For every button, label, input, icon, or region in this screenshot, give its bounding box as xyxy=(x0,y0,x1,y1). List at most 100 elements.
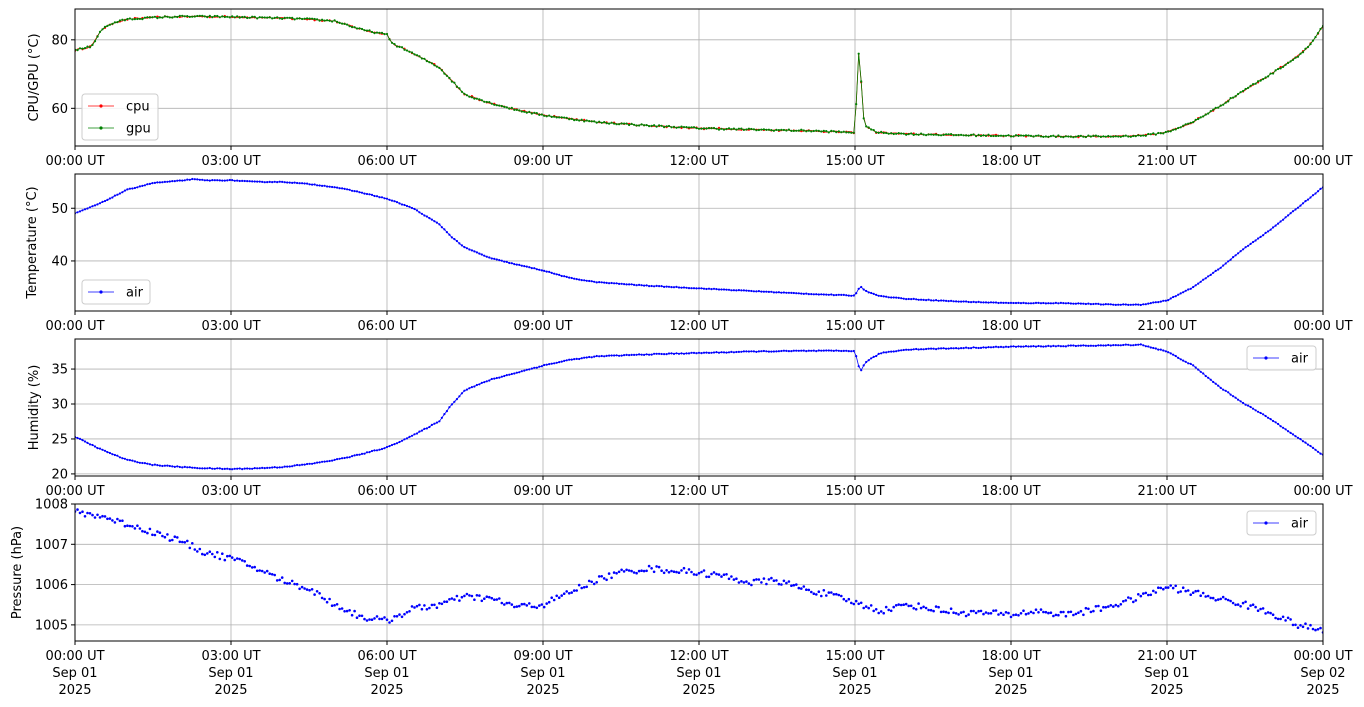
data-point xyxy=(792,291,795,295)
data-point xyxy=(777,129,781,132)
data-point xyxy=(448,233,451,236)
data-point xyxy=(1107,605,1110,608)
data-point xyxy=(780,128,783,131)
data-point xyxy=(795,349,798,352)
data-point xyxy=(81,439,84,442)
data-point xyxy=(825,594,828,597)
data-point xyxy=(355,453,359,456)
data-point xyxy=(1117,303,1120,306)
data-point xyxy=(899,603,903,607)
data-point xyxy=(355,27,359,30)
data-point xyxy=(495,598,499,601)
data-point xyxy=(865,289,868,293)
data-point xyxy=(1129,303,1132,306)
data-point xyxy=(346,188,349,191)
data-point xyxy=(663,126,666,129)
data-point xyxy=(141,461,144,465)
data-point xyxy=(929,608,933,612)
data-point xyxy=(295,582,299,586)
data-point xyxy=(675,570,678,574)
data-point xyxy=(525,368,528,371)
data-point xyxy=(750,127,753,131)
data-point xyxy=(316,461,319,464)
data-point xyxy=(700,127,703,130)
data-point xyxy=(1049,345,1052,348)
data-point xyxy=(1037,134,1040,137)
data-point xyxy=(148,182,151,185)
data-point xyxy=(1132,600,1135,604)
data-point xyxy=(1094,302,1097,305)
data-point xyxy=(1192,285,1195,289)
data-point xyxy=(767,290,771,293)
data-point xyxy=(510,603,514,606)
data-point xyxy=(1276,617,1280,621)
data-point xyxy=(792,349,795,352)
data-point xyxy=(1299,52,1302,55)
data-point xyxy=(261,180,264,183)
data-point xyxy=(188,546,192,550)
data-point xyxy=(325,600,329,604)
data-point xyxy=(131,18,134,21)
data-point xyxy=(261,16,264,19)
data-point xyxy=(1139,134,1142,137)
data-point xyxy=(298,17,301,20)
data-point xyxy=(1104,606,1108,609)
data-point xyxy=(258,180,261,183)
data-point xyxy=(862,606,865,610)
data-point xyxy=(463,92,466,95)
data-point xyxy=(999,134,1003,137)
data-point xyxy=(148,527,152,531)
data-point xyxy=(1184,123,1187,126)
data-point xyxy=(1047,344,1050,347)
data-point xyxy=(984,346,988,349)
data-point xyxy=(635,353,638,356)
data-point xyxy=(341,187,344,190)
data-point xyxy=(832,130,835,133)
data-point xyxy=(228,178,231,182)
data-point xyxy=(600,575,603,578)
data-point xyxy=(1137,593,1140,596)
data-point xyxy=(1139,343,1142,346)
data-point xyxy=(942,347,945,350)
data-point xyxy=(420,212,423,215)
data-point xyxy=(633,283,636,286)
data-point xyxy=(1242,401,1245,405)
data-point xyxy=(226,467,229,470)
data-point xyxy=(987,301,990,304)
data-point xyxy=(423,604,426,607)
data-point xyxy=(645,353,648,356)
data-point xyxy=(166,464,169,467)
data-point xyxy=(358,614,361,617)
data-point xyxy=(490,102,493,105)
data-point xyxy=(1132,134,1135,138)
data-point xyxy=(859,601,863,605)
data-point xyxy=(1139,594,1143,598)
data-point xyxy=(375,449,379,452)
data-point xyxy=(321,18,324,21)
data-point xyxy=(735,289,738,292)
data-point xyxy=(403,203,406,207)
data-point xyxy=(1017,134,1020,137)
data-point xyxy=(618,123,621,126)
data-point xyxy=(425,427,428,430)
data-point xyxy=(984,301,988,304)
data-point xyxy=(240,559,244,562)
data-point xyxy=(613,122,616,125)
data-point xyxy=(508,107,511,110)
data-point xyxy=(1264,231,1267,234)
data-point xyxy=(912,133,915,136)
data-point xyxy=(243,560,246,563)
data-point xyxy=(1274,616,1277,620)
data-point xyxy=(827,131,830,134)
data-point xyxy=(707,351,711,354)
data-point xyxy=(218,557,222,561)
data-point xyxy=(1264,414,1267,418)
data-point xyxy=(672,125,676,128)
data-point xyxy=(747,350,751,353)
data-point xyxy=(1097,135,1100,138)
data-point xyxy=(665,353,668,356)
data-point xyxy=(1182,291,1185,294)
data-point xyxy=(697,127,701,130)
data-point xyxy=(620,282,623,285)
data-point xyxy=(131,459,134,462)
